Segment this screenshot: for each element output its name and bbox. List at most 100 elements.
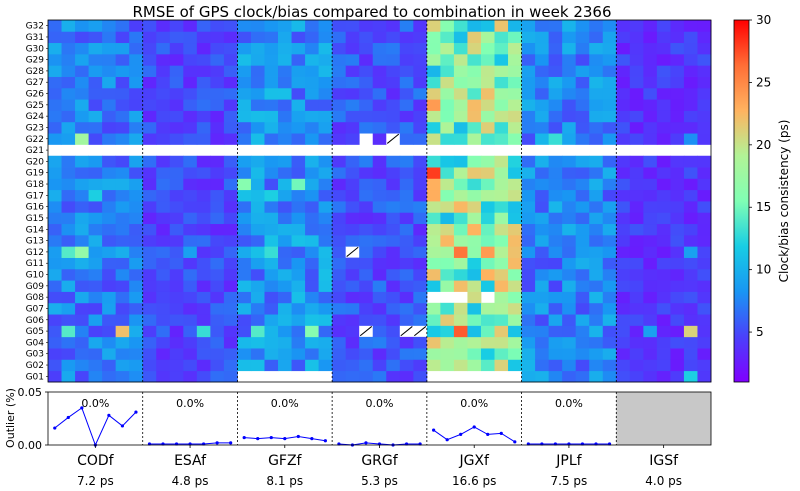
heatmap-cell (115, 212, 130, 225)
heatmap-cell (467, 223, 482, 236)
heatmap-cell (548, 110, 563, 123)
heatmap-cell (589, 257, 604, 270)
heatmap-cell (129, 87, 144, 100)
heatmap-cell (345, 359, 360, 372)
heatmap-cell (589, 268, 604, 281)
heatmap-cell (413, 155, 428, 168)
heatmap-cell (399, 336, 414, 349)
colorbar-label: Clock/bias consistency (ps) (777, 120, 791, 283)
heatmap-cell (467, 359, 482, 372)
heatmap-cell (575, 110, 590, 123)
heatmap-cell (210, 212, 225, 225)
heatmap-cell (575, 348, 590, 360)
heatmap-cell (643, 268, 658, 281)
heatmap-cell (223, 314, 238, 326)
heatmap-cell (440, 87, 455, 100)
heatmap-cell (562, 234, 577, 247)
heatmap-cell (494, 42, 509, 55)
heatmap-cell (223, 336, 238, 349)
heatmap-cell (318, 291, 333, 304)
heatmap-cell (129, 20, 144, 32)
heatmap-cell (183, 370, 198, 383)
heatmap-cell (656, 348, 671, 360)
heatmap-cell (643, 110, 658, 123)
outlier-point (256, 437, 260, 441)
heatmap-cell (548, 155, 563, 168)
heatmap-cell (683, 189, 698, 202)
satellite-label: G03 (26, 350, 44, 360)
satellite-label: G09 (26, 282, 45, 292)
satellite-label: G01 (26, 372, 44, 382)
heatmap-cell (562, 223, 577, 236)
heatmap-cell (683, 76, 698, 89)
heatmap-cell (48, 121, 62, 134)
heatmap-cell (115, 20, 130, 32)
heatmap-cell (129, 314, 144, 326)
heatmap-cell (386, 53, 401, 66)
heatmap-cell (359, 76, 374, 89)
heatmap-cell (332, 212, 347, 225)
heatmap-cell (440, 76, 455, 89)
heatmap-cell (697, 370, 712, 383)
heatmap-cell (453, 280, 468, 292)
heatmap-cell (75, 212, 89, 225)
heatmap-cell (291, 212, 306, 225)
heatmap-cell (156, 121, 171, 134)
heatmap-cell (521, 133, 536, 145)
heatmap-cell (291, 155, 306, 168)
heatmap-cell (480, 314, 495, 326)
heatmap-cell (61, 133, 76, 145)
outlier-ylabel: Outlier (%) (4, 388, 17, 448)
heatmap-cell (453, 167, 468, 179)
heatmap-cell (413, 167, 428, 179)
heatmap-cell (480, 223, 495, 236)
heatmap-cell (129, 212, 144, 225)
heatmap-cell (196, 257, 211, 270)
heatmap-cell (521, 99, 536, 111)
heatmap-cell (440, 336, 455, 349)
heatmap-cell (129, 155, 144, 168)
heatmap-cell (169, 178, 184, 191)
satellite-label: G08 (26, 293, 45, 303)
hatch-line (414, 326, 427, 337)
heatmap-cell (61, 325, 76, 338)
heatmap-cell (548, 189, 563, 202)
heatmap-cell (142, 246, 157, 258)
heatmap-cell (278, 178, 292, 191)
heatmap-cell (359, 121, 374, 134)
heatmap-cell (683, 336, 698, 349)
heatmap-cell (386, 268, 401, 281)
heatmap-cell (535, 53, 550, 66)
heatmap-cell (683, 53, 698, 66)
outlier-point (499, 431, 503, 435)
heatmap-cell (602, 370, 617, 383)
heatmap-cell (697, 99, 712, 111)
heatmap-cell (210, 155, 225, 168)
heatmap-cell (142, 76, 157, 89)
heatmap-cell (102, 268, 117, 281)
heatmap-cell (61, 167, 76, 179)
heatmap-cell (386, 280, 401, 292)
heatmap-cell (278, 280, 292, 292)
heatmap-cell (237, 257, 252, 270)
heatmap-cell (372, 155, 387, 168)
heatmap-cell (237, 359, 252, 372)
heatmap-cell (535, 76, 550, 89)
heatmap-cell (183, 212, 198, 225)
heatmap-cell (440, 325, 455, 338)
heatmap-cell (156, 314, 171, 326)
heatmap-cell (345, 167, 360, 179)
heatmap-cell (467, 121, 482, 134)
heatmap-cell (656, 257, 671, 270)
heatmap-cell (237, 302, 252, 315)
heatmap-cell (318, 167, 333, 179)
heatmap-cell (156, 370, 171, 383)
heatmap-cell (359, 99, 374, 111)
heatmap-cell (372, 110, 387, 123)
heatmap-cell (548, 201, 563, 213)
heatmap-cell (494, 302, 509, 315)
heatmap-cell (440, 212, 455, 225)
heatmap-cell (61, 31, 76, 44)
heatmap-cell (629, 167, 644, 179)
heatmap-cell (210, 110, 225, 123)
